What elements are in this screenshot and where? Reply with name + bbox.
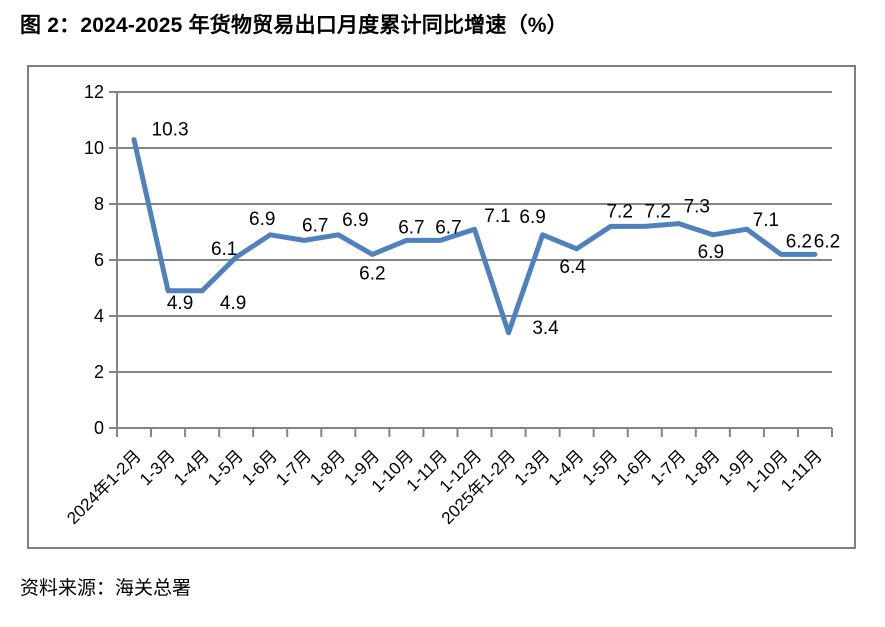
- x-axis-label: 1-7月: [272, 446, 315, 489]
- x-axis-label: 1-4月: [545, 446, 588, 489]
- line-chart: 0246810122024年1-2月1-3月1-4月1-5月1-6月1-7月1-…: [63, 82, 840, 528]
- data-point-label: 7.2: [645, 201, 671, 222]
- y-axis-label: 12: [84, 82, 104, 102]
- data-series-line: [131, 137, 818, 336]
- data-point-label: 6.9: [342, 210, 368, 231]
- data-point-label: 6.2: [814, 231, 840, 252]
- y-axis-label: 0: [94, 418, 104, 438]
- x-axis-label: 1-3月: [511, 446, 554, 489]
- x-axis-label: 1-5月: [204, 446, 247, 489]
- source-note: 资料来源：海关总署: [20, 578, 192, 599]
- x-axis-label: 1-5月: [579, 446, 622, 489]
- data-point-label: 6.4: [559, 257, 586, 278]
- x-axis-label: 2024年1-2月: [63, 446, 145, 528]
- data-point-label: 6.7: [435, 217, 461, 238]
- data-point-label: 7.2: [606, 201, 632, 222]
- data-point-label: 7.3: [684, 197, 710, 218]
- x-axis-label: 1-6月: [613, 446, 656, 489]
- data-point-label: 6.9: [249, 209, 275, 230]
- chart-frame: 0 2 4 6 8 10 12 2024年1-2月 1-3月 1-4月 1-5月 1-6月 1-7月 1-…: [27, 65, 856, 549]
- x-axis-label: 1-6月: [238, 446, 281, 489]
- data-point-label: 6.2: [786, 231, 812, 252]
- x-axis-label: 1-4月: [170, 446, 213, 489]
- data-point-label: 4.9: [167, 293, 193, 314]
- x-axis-label: 1-3月: [136, 446, 179, 489]
- data-point-label: 6.1: [211, 239, 237, 260]
- data-point-label: 10.3: [152, 120, 189, 141]
- data-point-label: 6.9: [698, 242, 724, 263]
- data-point-label: 4.9: [220, 293, 246, 314]
- data-point-label: 6.9: [519, 207, 545, 228]
- data-point-label: 6.2: [359, 263, 385, 284]
- y-axis-label: 10: [84, 138, 104, 158]
- y-axis-label: 6: [94, 250, 104, 270]
- y-axis-label: 4: [94, 306, 104, 326]
- x-axis-label: 1-8月: [681, 446, 724, 489]
- y-axis-label: 2: [94, 362, 104, 382]
- data-point-label: 7.1: [484, 206, 510, 227]
- x-axis-label: 1-8月: [306, 446, 349, 489]
- chart-title: 图 2：2024-2025 年货物贸易出口月度累计同比增速（%）: [20, 14, 568, 37]
- x-axis-label: 1-7月: [647, 446, 690, 489]
- y-axis-label: 8: [94, 194, 104, 214]
- data-point-label: 6.7: [398, 217, 424, 238]
- data-point-label: 6.7: [302, 215, 328, 236]
- data-point-label: 3.4: [532, 318, 559, 339]
- data-point-label: 7.1: [753, 210, 779, 231]
